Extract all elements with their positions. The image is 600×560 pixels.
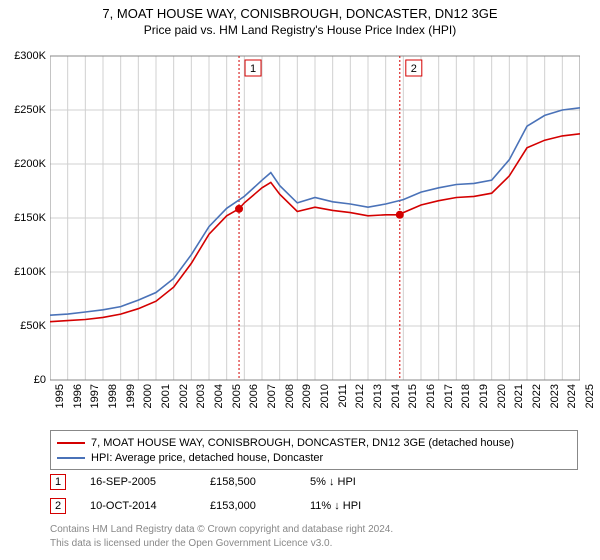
x-tick-label: 2025 [584, 384, 596, 414]
x-tick-label: 1999 [125, 384, 137, 414]
x-tick-label: 2000 [142, 384, 154, 414]
x-tick-label: 1998 [107, 384, 119, 414]
x-tick-label: 2004 [213, 384, 225, 414]
sale-row: 1 16-SEP-2005 £158,500 5% ↓ HPI [50, 474, 580, 490]
svg-text:1: 1 [250, 63, 256, 75]
x-tick-label: 2015 [407, 384, 419, 414]
x-tick-label: 2002 [178, 384, 190, 414]
sale-marker-box: 1 [50, 474, 66, 490]
y-tick-label: £0 [2, 374, 46, 386]
chart-plot-area: 12 [50, 48, 580, 388]
y-tick-label: £50K [2, 320, 46, 332]
x-tick-label: 2007 [266, 384, 278, 414]
x-tick-label: 2013 [372, 384, 384, 414]
x-tick-label: 2003 [195, 384, 207, 414]
y-tick-label: £200K [2, 158, 46, 170]
sale-price: £158,500 [210, 476, 310, 488]
x-tick-label: 2020 [496, 384, 508, 414]
x-tick-label: 2010 [319, 384, 331, 414]
chart-subtitle: Price paid vs. HM Land Registry's House … [0, 21, 600, 37]
y-tick-label: £250K [2, 104, 46, 116]
chart-container: 7, MOAT HOUSE WAY, CONISBROUGH, DONCASTE… [0, 0, 600, 560]
x-tick-label: 2022 [531, 384, 543, 414]
x-tick-label: 2024 [566, 384, 578, 414]
chart-svg: 12 [50, 48, 580, 388]
sale-price: £153,000 [210, 500, 310, 512]
x-tick-label: 2018 [460, 384, 472, 414]
x-tick-label: 2001 [160, 384, 172, 414]
x-tick-label: 2021 [513, 384, 525, 414]
legend-swatch [57, 457, 85, 459]
x-tick-label: 2005 [231, 384, 243, 414]
sale-diff: 11% ↓ HPI [310, 500, 410, 512]
legend-item: HPI: Average price, detached house, Donc… [57, 450, 571, 465]
legend-box: 7, MOAT HOUSE WAY, CONISBROUGH, DONCASTE… [50, 430, 578, 470]
sale-date: 16-SEP-2005 [90, 476, 210, 488]
sale-date: 10-OCT-2014 [90, 500, 210, 512]
x-tick-label: 1996 [72, 384, 84, 414]
y-tick-label: £100K [2, 266, 46, 278]
sale-marker-box: 2 [50, 498, 66, 514]
chart-title: 7, MOAT HOUSE WAY, CONISBROUGH, DONCASTE… [0, 0, 600, 21]
x-tick-label: 2012 [354, 384, 366, 414]
legend-label: 7, MOAT HOUSE WAY, CONISBROUGH, DONCASTE… [91, 437, 514, 449]
x-tick-label: 2016 [425, 384, 437, 414]
footer-line2: This data is licensed under the Open Gov… [50, 538, 332, 549]
y-tick-label: £150K [2, 212, 46, 224]
x-tick-label: 2009 [301, 384, 313, 414]
y-tick-label: £300K [2, 50, 46, 62]
x-tick-label: 2008 [284, 384, 296, 414]
sale-row: 2 10-OCT-2014 £153,000 11% ↓ HPI [50, 498, 580, 514]
x-tick-label: 2011 [337, 384, 349, 414]
x-tick-label: 2014 [390, 384, 402, 414]
legend-swatch [57, 442, 85, 444]
footer-line1: Contains HM Land Registry data © Crown c… [50, 524, 393, 535]
legend-label: HPI: Average price, detached house, Donc… [91, 452, 323, 464]
svg-text:2: 2 [411, 63, 417, 75]
x-tick-label: 2017 [443, 384, 455, 414]
x-tick-label: 2023 [549, 384, 561, 414]
legend-item: 7, MOAT HOUSE WAY, CONISBROUGH, DONCASTE… [57, 435, 571, 450]
x-tick-label: 2006 [248, 384, 260, 414]
x-tick-label: 1995 [54, 384, 66, 414]
sale-diff: 5% ↓ HPI [310, 476, 410, 488]
x-tick-label: 1997 [89, 384, 101, 414]
x-tick-label: 2019 [478, 384, 490, 414]
